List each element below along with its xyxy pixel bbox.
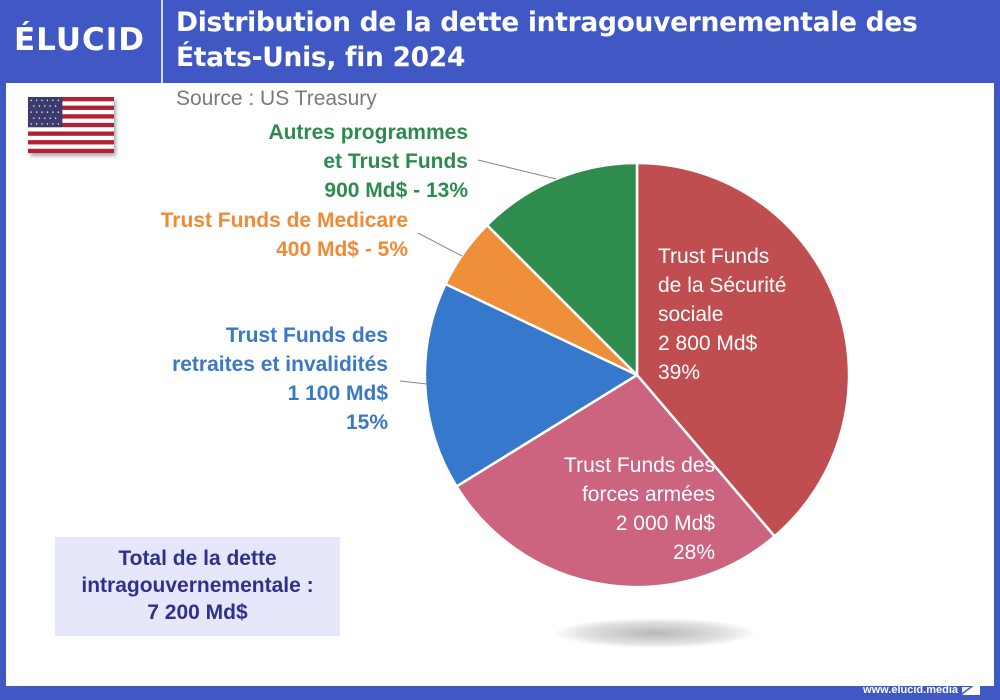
label-securite-value: 2 800 Md$ (658, 332, 758, 355)
label-medicare-line1: Trust Funds de Medicare (160, 209, 408, 232)
title-line-1: Distribution de la dette intragouverneme… (176, 7, 918, 38)
title-line-2: États-Unis, fin 2024 (176, 42, 466, 73)
label-retraites-line1: Trust Funds des (225, 324, 388, 347)
slice-forces-armees[interactable] (455, 373, 776, 589)
header-bar: ÉLUCID Distribution de la dette intragou… (0, 0, 1000, 83)
label-forces-percent: 28% (672, 541, 715, 564)
elucid-mark-icon (962, 681, 980, 695)
source-label: Source : US Treasury (176, 87, 377, 110)
total-line1: Total de la dette (118, 547, 277, 570)
label-medicare: Trust Funds de Medicare 400 Md$ - 5% (161, 206, 408, 264)
pie-shadow (555, 618, 755, 648)
label-retraites-percent: 15% (345, 411, 388, 434)
label-forces-value: 2 000 Md$ (615, 512, 715, 535)
us-flag-icon (28, 97, 114, 153)
label-forces-line1: Trust Funds des (564, 454, 715, 477)
leader-line-autres (477, 159, 557, 180)
total-value: 7 200 Md$ (147, 601, 248, 624)
leader-line-retraites (399, 380, 428, 385)
label-securite-percent: 39% (658, 361, 701, 384)
label-autres-programmes: Autres programmes et Trust Funds 900 Md$… (268, 118, 468, 205)
label-autres-value: 900 Md$ - 13% (324, 179, 468, 202)
label-securite-line2: de la Sécurité (658, 274, 787, 297)
label-retraites-invalidites: Trust Funds des retraites et invalidités… (172, 321, 388, 437)
label-securite-line1: Trust Funds (658, 245, 770, 268)
label-forces-armees: Trust Funds des forces armées 2 000 Md$ … (564, 451, 715, 567)
label-forces-line2: forces armées (581, 483, 715, 506)
label-retraites-value: 1 100 Md$ (287, 382, 388, 405)
label-autres-line1: Autres programmes (268, 121, 468, 144)
label-securite-line3: sociale (658, 303, 724, 326)
label-securite-sociale: Trust Funds de la Sécurité sociale 2 800… (658, 242, 786, 387)
total-box: Total de la dette intragouvernementale :… (55, 537, 340, 636)
chart-title: Distribution de la dette intragouverneme… (176, 5, 986, 75)
header-divider (161, 0, 163, 83)
label-autres-line2: et Trust Funds (323, 150, 468, 173)
label-retraites-line2: retraites et invalidités (172, 353, 388, 376)
slice-retraites-invalidites[interactable] (423, 282, 639, 488)
leader-line-medicare (417, 232, 463, 257)
footer-url-link[interactable]: www.elucid.media (863, 684, 958, 696)
total-line2: intragouvernementale : (81, 574, 314, 597)
slice-securite-sociale[interactable] (635, 161, 851, 538)
label-medicare-value: 400 Md$ - 5% (276, 238, 408, 261)
elucid-logo: ÉLUCID (14, 22, 146, 58)
